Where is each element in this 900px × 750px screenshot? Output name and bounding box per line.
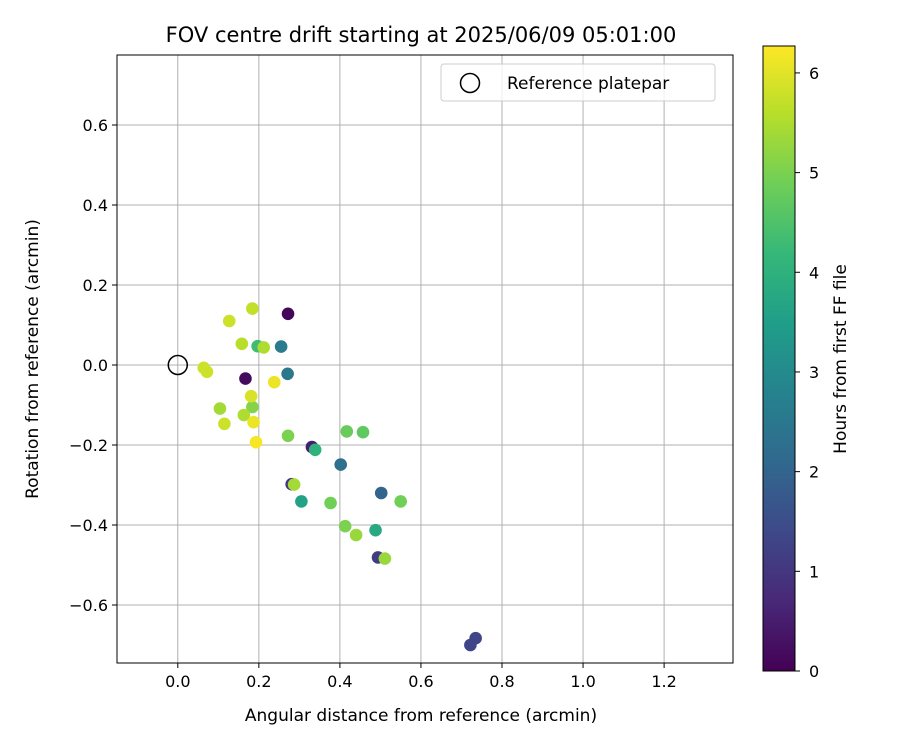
scatter-point [267,375,281,389]
legend-box [440,63,716,102]
scatter-point [222,314,236,328]
x-tick-label: 0.0 [165,672,190,691]
scatter-point [274,340,288,353]
scatter-point [338,519,352,533]
reference-platepar-marker [167,354,189,376]
x-tick-label: 0.6 [408,672,433,691]
y-tick-label: 0.0 [83,356,108,375]
scatter-point [235,337,249,351]
scatter-point [249,435,263,449]
colorbar-tick-label: 0 [809,662,819,681]
scatter-point [287,478,301,491]
scatter-point [349,528,363,542]
legend: Reference platepar [440,63,716,102]
scatter-point [340,425,354,438]
y-tick-label: −0.2 [69,436,108,455]
y-tick-label: −0.6 [69,596,108,615]
scatter-point [394,495,407,508]
reference-marker-layer [167,354,189,376]
x-tick-label: 0.4 [327,672,352,691]
y-tick-label: 0.2 [83,276,108,295]
y-tick-label: 0.6 [83,116,108,135]
legend-entry-reference: Reference platepar [507,74,669,94]
colorbar-label: Hours from first FF file [831,264,851,454]
scatter-point [213,402,227,415]
colorbar-tick-label: 2 [809,463,819,482]
scatter-point [334,458,348,471]
scatter-point [244,389,258,403]
colorbar-tick-label: 4 [809,263,819,282]
scatter-point [281,429,295,443]
scatter-point [356,425,370,439]
grid-lines [117,55,733,663]
colorbar: 0 1 2 3 4 5 6 Hours from first FF file [762,45,851,681]
scatter-point [324,496,337,510]
scatter-point [281,367,294,381]
plot-area [117,55,733,663]
scatter-point [374,486,388,500]
scatter-point [378,552,392,565]
y-tick-label: 0.4 [83,196,108,215]
colorbar-tick-label: 1 [809,562,819,581]
x-tick-label: 1.2 [651,672,676,691]
scatter-point [218,417,231,431]
x-tick-label: 0.2 [246,672,271,691]
colorbar-tick-label: 5 [809,164,819,183]
x-tick-label: 1.0 [570,672,595,691]
legend-reference-marker [459,72,481,94]
data-points [197,302,482,652]
scatter-point [246,400,259,414]
scatter-point [308,443,322,457]
scatter-point [295,495,308,508]
scatter-point [257,341,271,354]
scatter-point [369,523,382,537]
colorbar-frame [762,45,796,672]
scatter-point [281,307,295,321]
scatter-point [464,638,477,652]
colorbar-gradient [763,46,795,671]
scatter-point [237,408,251,422]
scatter-point [200,365,214,379]
x-axis-ticks: 0.0 0.2 0.4 0.6 0.8 1.0 1.2 [165,663,677,691]
y-tick-label: −0.4 [69,516,108,535]
chart-title: FOV centre drift starting at 2025/06/09 … [166,23,677,47]
x-tick-label: 0.8 [489,672,514,691]
scatter-point [246,302,259,315]
y-axis-ticks: −0.6 −0.4 −0.2 0.0 0.2 0.4 0.6 [69,116,117,615]
colorbar-ticks: 0 1 2 3 4 5 6 [795,64,819,681]
scatter-point [239,372,252,385]
colorbar-tick-label: 3 [809,363,819,382]
colorbar-tick-label: 6 [809,64,819,83]
scatter-point [247,415,260,429]
y-axis-label: Rotation from reference (arcmin) [23,219,43,499]
x-axis-label: Angular distance from reference (arcmin) [245,706,597,726]
plot-frame [116,54,734,664]
